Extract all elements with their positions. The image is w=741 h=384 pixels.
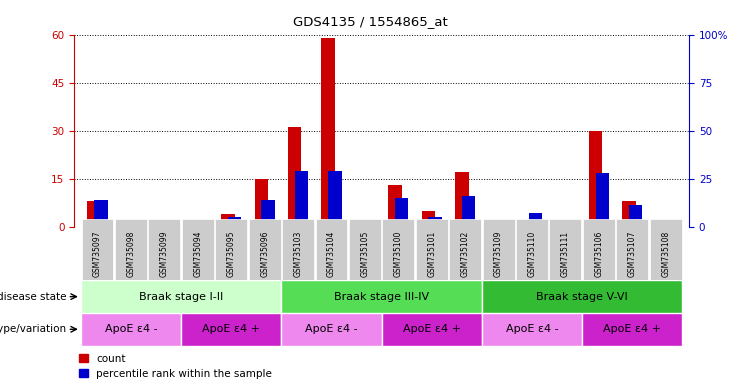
- Text: GSM735100: GSM735100: [393, 230, 403, 276]
- Bar: [228, 217, 242, 227]
- Text: GSM735106: GSM735106: [594, 230, 603, 276]
- Text: GSM735108: GSM735108: [661, 230, 670, 276]
- Bar: [382, 313, 482, 346]
- Bar: [87, 201, 101, 227]
- Text: ApoE ε4 +: ApoE ε4 +: [603, 324, 661, 334]
- Text: GSM735107: GSM735107: [628, 230, 637, 276]
- Bar: [455, 172, 468, 227]
- Bar: [622, 201, 636, 227]
- Bar: [282, 280, 482, 313]
- Text: GSM735096: GSM735096: [260, 230, 269, 277]
- Text: GSM735102: GSM735102: [461, 230, 470, 276]
- Text: Braak stage V-VI: Braak stage V-VI: [536, 291, 628, 302]
- Bar: [362, 226, 375, 227]
- Text: genotype/variation: genotype/variation: [0, 324, 67, 334]
- Bar: [656, 220, 669, 227]
- Bar: [221, 214, 235, 227]
- Bar: [81, 280, 282, 313]
- Bar: [127, 225, 141, 227]
- Bar: [295, 171, 308, 227]
- Bar: [121, 225, 134, 227]
- Bar: [161, 221, 174, 227]
- Text: GSM735109: GSM735109: [494, 230, 503, 276]
- Bar: [589, 131, 602, 227]
- Text: GSM735094: GSM735094: [193, 230, 202, 277]
- Text: GSM735099: GSM735099: [160, 230, 169, 277]
- Bar: [328, 171, 342, 227]
- Bar: [322, 38, 335, 227]
- Bar: [556, 222, 569, 227]
- Bar: [522, 223, 535, 227]
- Text: ApoE ε4 +: ApoE ε4 +: [403, 324, 461, 334]
- Bar: [562, 223, 576, 227]
- Text: disease state: disease state: [0, 291, 67, 302]
- Text: GSM735110: GSM735110: [528, 230, 536, 276]
- Bar: [488, 220, 502, 227]
- Text: GSM735097: GSM735097: [93, 230, 102, 277]
- Bar: [428, 217, 442, 227]
- Text: GSM735101: GSM735101: [428, 230, 436, 276]
- Bar: [94, 200, 107, 227]
- Text: ApoE ε4 -: ApoE ε4 -: [305, 324, 358, 334]
- Text: GSM735095: GSM735095: [227, 230, 236, 277]
- Bar: [282, 313, 382, 346]
- Text: GSM735111: GSM735111: [561, 230, 570, 276]
- Text: GSM735105: GSM735105: [360, 230, 370, 276]
- Text: Braak stage I-II: Braak stage I-II: [139, 291, 223, 302]
- Bar: [262, 200, 275, 227]
- Text: Braak stage III-IV: Braak stage III-IV: [334, 291, 429, 302]
- Bar: [462, 196, 475, 227]
- Bar: [388, 185, 402, 227]
- Bar: [482, 313, 582, 346]
- Bar: [582, 313, 682, 346]
- Text: GSM735104: GSM735104: [327, 230, 336, 276]
- Text: GSM735098: GSM735098: [127, 230, 136, 276]
- Bar: [422, 210, 435, 227]
- Bar: [187, 223, 201, 227]
- Bar: [288, 127, 302, 227]
- Bar: [596, 173, 609, 227]
- Bar: [194, 223, 207, 227]
- Text: GSM735103: GSM735103: [293, 230, 302, 276]
- Bar: [495, 223, 508, 227]
- Bar: [395, 198, 408, 227]
- Text: ApoE ε4 +: ApoE ε4 +: [202, 324, 260, 334]
- Bar: [482, 280, 682, 313]
- Bar: [629, 205, 642, 227]
- Bar: [355, 226, 368, 227]
- Bar: [81, 313, 181, 346]
- Bar: [662, 225, 676, 227]
- Text: ApoE ε4 -: ApoE ε4 -: [104, 324, 157, 334]
- Legend: count, percentile rank within the sample: count, percentile rank within the sample: [79, 354, 272, 379]
- Bar: [181, 313, 282, 346]
- Bar: [255, 179, 268, 227]
- Text: ApoE ε4 -: ApoE ε4 -: [505, 324, 558, 334]
- Bar: [154, 223, 167, 227]
- Bar: [528, 213, 542, 227]
- Text: GDS4135 / 1554865_at: GDS4135 / 1554865_at: [293, 15, 448, 28]
